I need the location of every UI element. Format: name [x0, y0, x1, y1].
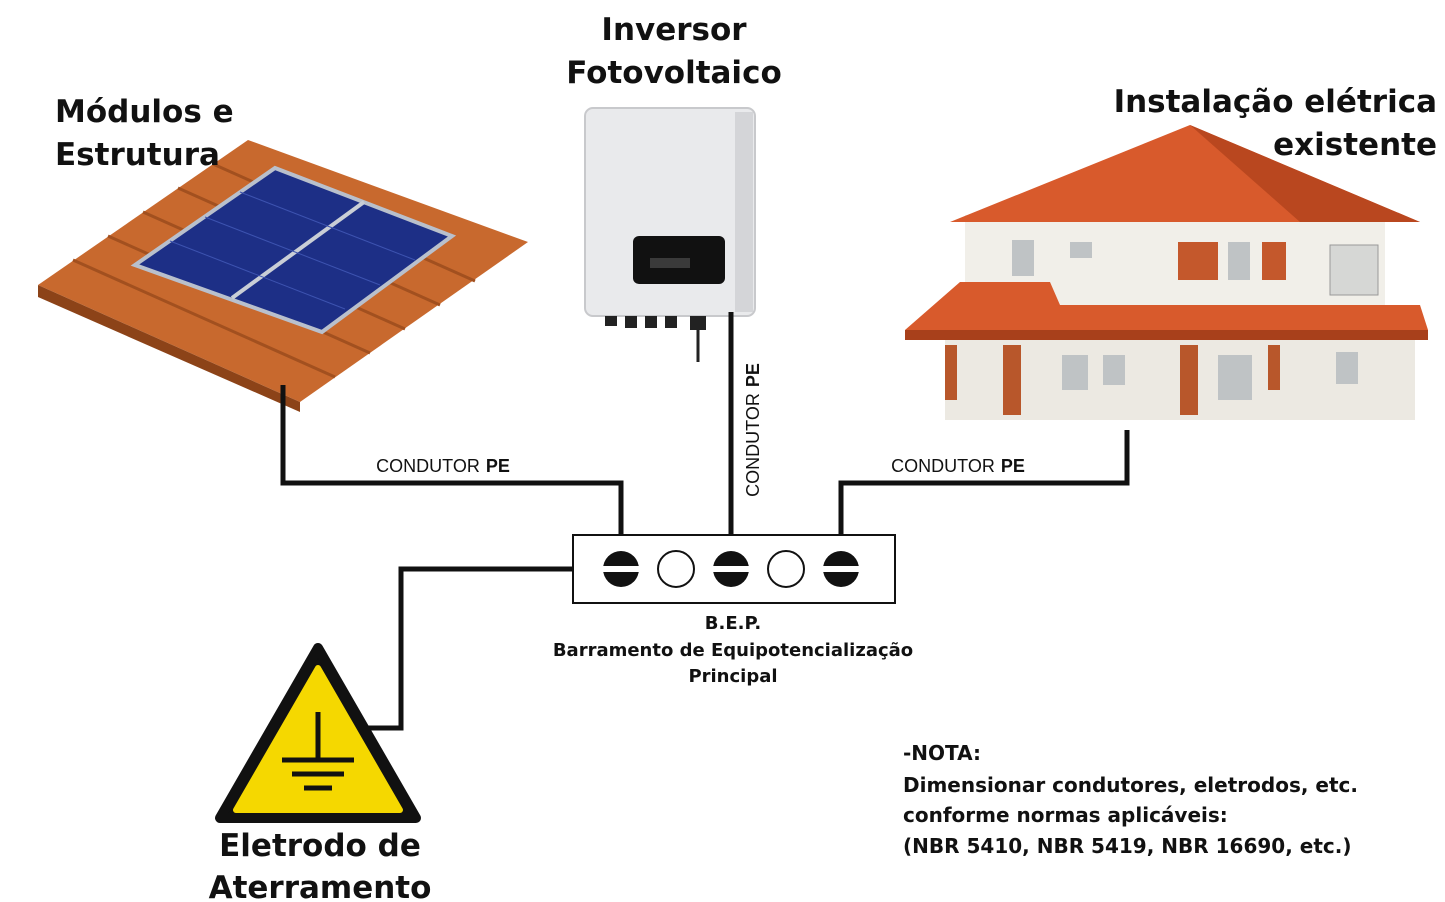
- modules-illustration: [38, 140, 528, 412]
- inverter-title: Inversor: [601, 12, 747, 48]
- installation-title: Instalação elétrica: [1114, 84, 1437, 120]
- note-line: (NBR 5410, NBR 5419, NBR 16690, etc.): [903, 834, 1352, 858]
- inverter-title: Fotovoltaico: [566, 55, 782, 91]
- bep-bar: [573, 535, 895, 603]
- electrode-title: Aterramento: [209, 870, 432, 902]
- diagram: Módulos e Estrutura Inversor Fotovoltaic…: [0, 0, 1445, 902]
- wire: [368, 569, 573, 728]
- conductor-bold: PE: [743, 363, 763, 387]
- conductor-bold: PE: [1001, 456, 1025, 476]
- note-line: conforme normas aplicáveis:: [903, 803, 1228, 827]
- bep-name: Principal: [688, 666, 777, 687]
- bep-name: Barramento de Equipotencialização: [553, 640, 913, 661]
- conductor-text: CONDUTOR: [891, 456, 995, 476]
- conductor-bold: PE: [486, 456, 510, 476]
- conductor-text: CONDUTOR: [743, 393, 763, 497]
- electrode-title: Eletrodo de: [219, 828, 421, 864]
- house-illustration: [905, 125, 1428, 420]
- installation-title: existente: [1273, 127, 1437, 163]
- conductor-label: CONDUTOR PE: [743, 363, 763, 497]
- conductor-text: CONDUTOR: [376, 456, 480, 476]
- conductor-label: CONDUTOR PE: [376, 456, 510, 476]
- note-line: Dimensionar condutores, eletrodos, etc.: [903, 773, 1358, 797]
- ground-sign: [220, 648, 416, 818]
- modules-title: Módulos e: [55, 94, 234, 130]
- modules-title: Estrutura: [55, 137, 220, 173]
- note-heading: -NOTA:: [903, 741, 981, 765]
- conductor-label: CONDUTOR PE: [891, 456, 1025, 476]
- wire: [841, 430, 1127, 535]
- bep-abbr: B.E.P.: [705, 613, 761, 634]
